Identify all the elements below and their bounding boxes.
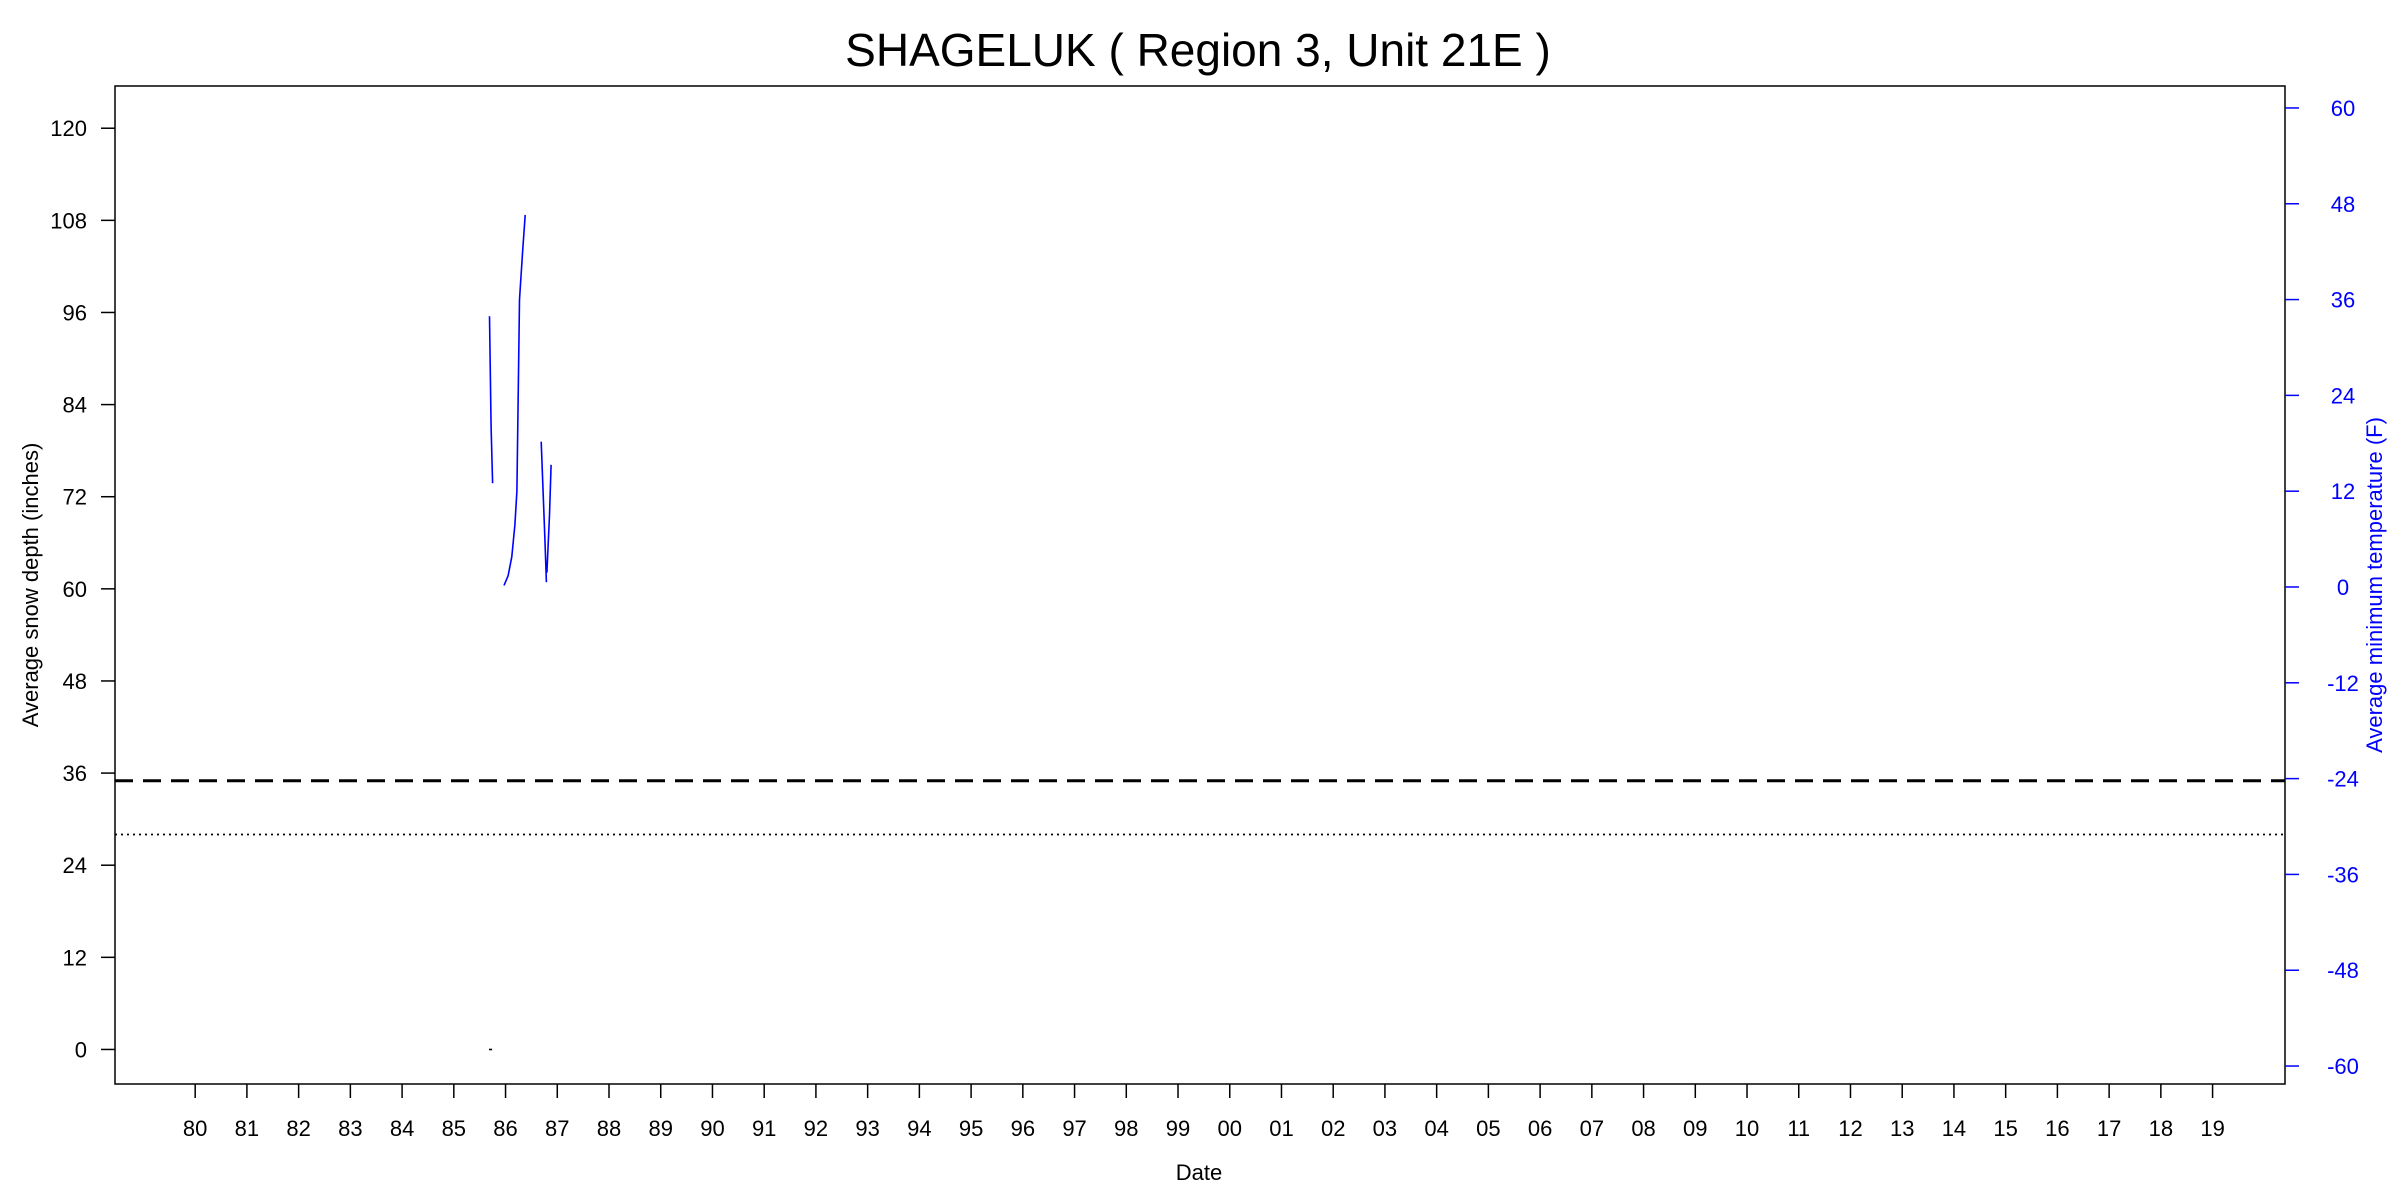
y-left-tick-label: 0 [75,1037,87,1062]
x-tick-label: 93 [855,1116,879,1141]
y-left-tick-label: 36 [63,761,87,786]
x-tick-label: 81 [235,1116,259,1141]
y-right-axis: -60 -48 -36 -24 -12 0 12 24 36 48 60 [2285,96,2359,1079]
x-tick-label: 99 [1166,1116,1190,1141]
x-tick-label: 12 [1838,1116,1862,1141]
x-axis-label: Date [1176,1160,1222,1185]
x-tick-label: 90 [700,1116,724,1141]
plot-frame [114,85,2286,1085]
y-right-tick-label: -24 [2327,767,2359,792]
y-right-tick-label: 48 [2331,192,2355,217]
temperature-series-line [503,214,526,586]
x-tick-label: 82 [286,1116,310,1141]
data-series [488,214,552,1051]
x-tick-label: 95 [959,1116,983,1141]
x-tick-label: 94 [907,1116,931,1141]
x-tick-label: 19 [2200,1116,2224,1141]
y-left-tick-label: 120 [50,116,87,141]
temperature-series-line [540,441,548,583]
y-left-tick-label: 24 [63,853,87,878]
x-tick-label: 15 [1993,1116,2017,1141]
y-left-tick-label: 84 [63,393,87,418]
y-right-tick-label: 24 [2331,383,2355,408]
x-tick-label: 98 [1114,1116,1138,1141]
y-right-tick-label: 36 [2331,288,2355,313]
x-tick-label: 80 [183,1116,207,1141]
x-tick-label: 97 [1062,1116,1086,1141]
x-tick-label: 09 [1683,1116,1707,1141]
y-left-tick-label: 108 [50,208,87,233]
x-tick-label: 05 [1476,1116,1500,1141]
x-tick-label: 83 [338,1116,362,1141]
y-right-tick-label: -12 [2327,671,2359,696]
x-tick-label: 03 [1373,1116,1397,1141]
y-left-tick-label: 96 [63,300,87,325]
temperature-series-line [488,316,494,484]
x-tick-label: 00 [1218,1116,1242,1141]
y-left-axis-label: Average snow depth (inches) [18,443,43,728]
x-tick-label: 02 [1321,1116,1345,1141]
x-tick-label: 88 [597,1116,621,1141]
x-tick-label: 13 [1890,1116,1914,1141]
x-tick-label: 91 [752,1116,776,1141]
y-left-axis: 0 12 24 36 48 60 72 84 96 108 120 [50,116,115,1062]
x-tick-label: 18 [2149,1116,2173,1141]
reference-lines [115,779,2285,836]
y-left-tick-label: 72 [63,485,87,510]
x-tick-label: 06 [1528,1116,1552,1141]
x-tick-label: 89 [648,1116,672,1141]
chart-title: SHAGELUK ( Region 3, Unit 21E ) [845,24,1551,76]
y-left-tick-label: 12 [63,945,87,970]
x-axis: 80 81 82 83 84 85 86 87 88 89 90 91 92 93 94 95 96 97 98 99… [183,1084,2225,1141]
y-right-tick-label: -48 [2327,958,2359,983]
x-tick-label: 01 [1269,1116,1293,1141]
y-left-tick-label: 60 [63,577,87,602]
x-tick-label: 10 [1735,1116,1759,1141]
x-tick-label: 96 [1011,1116,1035,1141]
y-right-tick-label: 0 [2337,575,2349,600]
x-tick-label: 86 [493,1116,517,1141]
y-right-tick-label: 60 [2331,96,2355,121]
x-tick-label: 04 [1424,1116,1448,1141]
y-right-axis-label: Average minimum temperature (F) [2362,417,2387,753]
x-tick-label: 84 [390,1116,414,1141]
y-left-tick-label: 48 [63,669,87,694]
y-right-tick-label: 12 [2331,479,2355,504]
x-tick-label: 14 [1942,1116,1966,1141]
x-tick-label: 87 [545,1116,569,1141]
x-tick-label: 85 [442,1116,466,1141]
x-tick-label: 11 [1787,1116,1810,1141]
y-right-tick-label: -36 [2327,862,2359,887]
x-tick-label: 08 [1631,1116,1655,1141]
y-right-tick-label: -60 [2327,1054,2359,1079]
x-tick-label: 16 [2045,1116,2069,1141]
x-tick-label: 92 [804,1116,828,1141]
x-tick-label: 07 [1580,1116,1604,1141]
x-tick-label: 17 [2097,1116,2121,1141]
temperature-series-line [546,464,552,573]
